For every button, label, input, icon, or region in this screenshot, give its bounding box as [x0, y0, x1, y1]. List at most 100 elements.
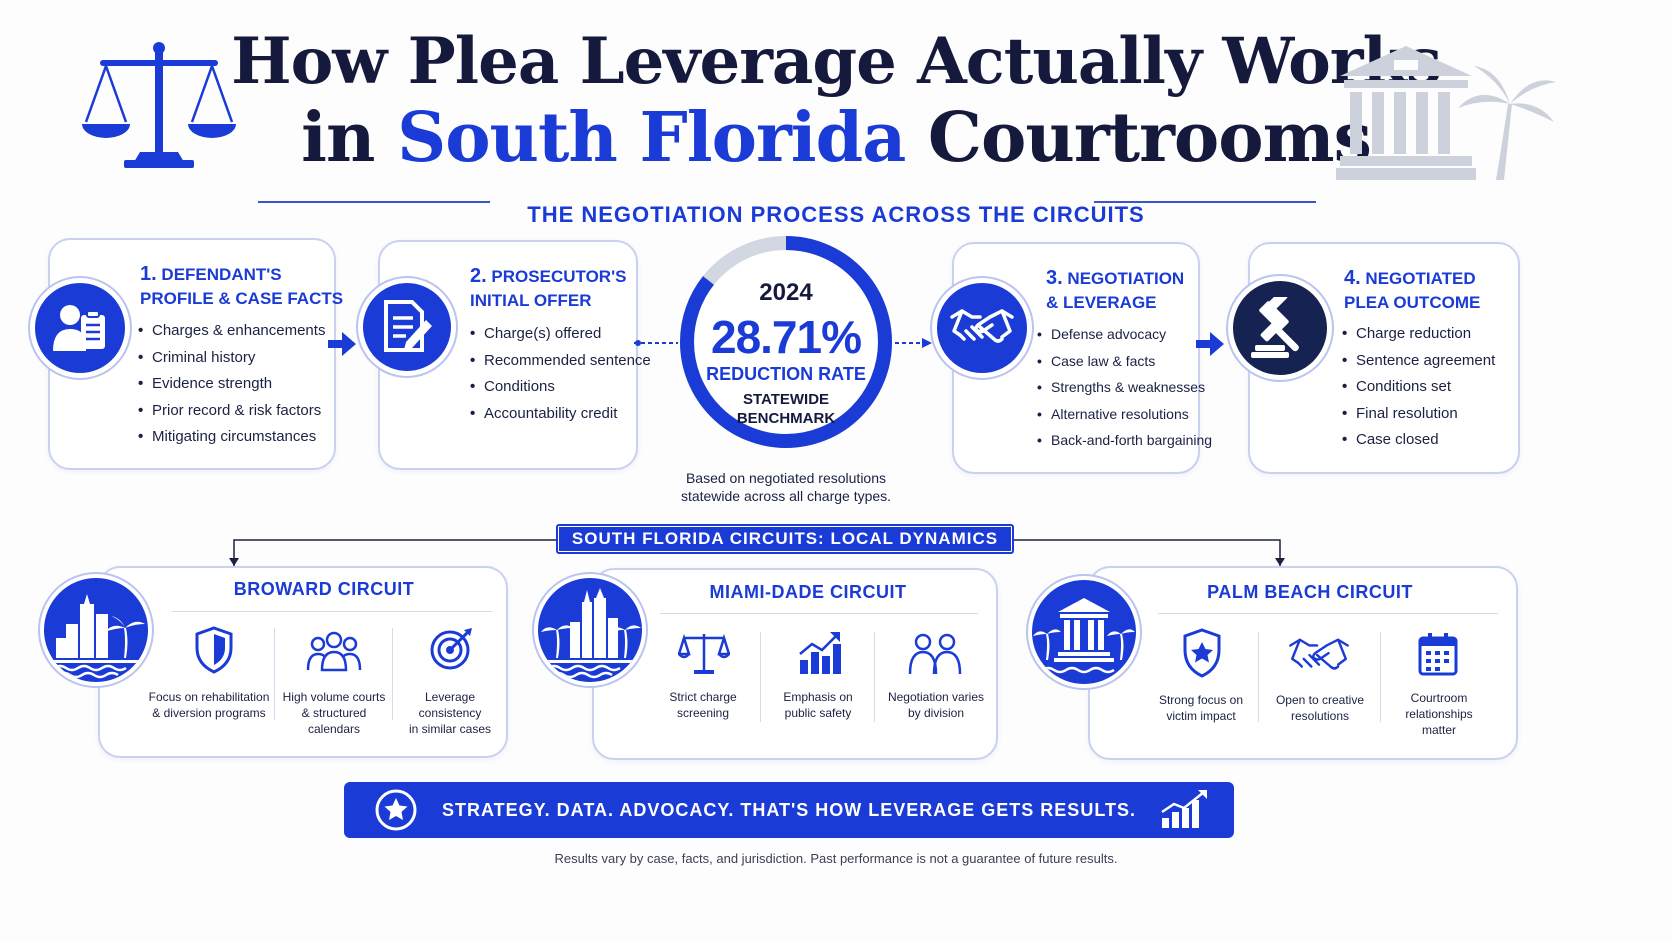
- step-2-title-b: INITIAL OFFER: [470, 291, 592, 310]
- circuit-card-broward: [98, 566, 508, 758]
- feature-text: in similar cases: [408, 722, 492, 736]
- step-4-title-b: PLEA OUTCOME: [1344, 293, 1481, 312]
- feature-text: resolutions: [1290, 709, 1350, 723]
- benchmark-sub: STATEWIDE BENCHMARK: [678, 390, 894, 428]
- dotted-connector-left: [634, 340, 678, 346]
- circuit-title-broward: BROWARD CIRCUIT: [233, 579, 415, 599]
- subtitle-rule-left: [258, 201, 490, 203]
- list-item: Charge(s) offered: [470, 321, 651, 348]
- step-4-list: Charge reduction Sentence agreement Cond…: [1342, 321, 1495, 454]
- feature-text: & diversion programs: [152, 706, 266, 720]
- divider: [1258, 632, 1259, 722]
- defendant-clipboard-icon: [53, 305, 105, 351]
- star-shield-icon: [1183, 628, 1221, 678]
- document-pen-icon: [384, 300, 432, 352]
- miami-skyline-icon: [534, 574, 646, 686]
- feature-text: relationships: [1405, 707, 1473, 721]
- feature-text: Strict charge: [669, 690, 737, 704]
- people-group-icon: [306, 631, 362, 672]
- feature-palm-2: Open to creative resolutions: [1260, 692, 1380, 724]
- divider: [760, 632, 761, 722]
- list-item: Criminal history: [138, 345, 325, 372]
- benchmark-value: 28.71%: [710, 311, 862, 363]
- step-3-list: Defense advocacy Case law & facts Streng…: [1037, 321, 1212, 454]
- list-item: Charge reduction: [1342, 321, 1495, 348]
- circuits-section-label-text: SOUTH FLORIDA CIRCUITS: LOCAL DYNAMICS: [559, 527, 1011, 551]
- benchmark-year: 2024: [759, 279, 813, 306]
- step-2-list: Charge(s) offered Recommended sentence C…: [470, 321, 651, 427]
- scales-icon: [678, 633, 730, 674]
- feature-palm-1: Strong focus on victim impact: [1142, 692, 1260, 724]
- step-3-number: 3.: [1046, 267, 1063, 289]
- arrow-right-icon: [1196, 332, 1224, 356]
- two-people-icon: [908, 633, 962, 675]
- list-item: Conditions: [470, 374, 651, 401]
- scales-of-justice-icon: [82, 42, 236, 168]
- benchmark-note-a: Based on negotiated resolutions: [685, 470, 887, 486]
- page-title-line-2: in South Florida Courtrooms: [0, 100, 1672, 176]
- benchmark-sub-a: STATEWIDE: [742, 391, 830, 408]
- subtitle-rule-right: [1094, 201, 1316, 203]
- list-item: Prior record & risk factors: [138, 398, 325, 425]
- benchmark-sub-b: BENCHMARK: [736, 410, 836, 427]
- calendar-icon: [1418, 633, 1458, 676]
- divider: [874, 632, 875, 722]
- feature-text: Open to creative: [1275, 693, 1365, 707]
- step-4-icon-badge: [1228, 276, 1332, 380]
- title-suffix: Courtrooms: [905, 98, 1372, 178]
- step-2-number: 2.: [470, 265, 487, 287]
- feature-text: public safety: [784, 706, 852, 720]
- list-item: Sentence agreement: [1342, 348, 1495, 375]
- tagline-banner: STRATEGY. DATA. ADVOCACY. THAT'S HOW LEV…: [344, 782, 1234, 838]
- section-subtitle: THE NEGOTIATION PROCESS ACROSS THE CIRCU…: [527, 202, 1145, 227]
- handshake-icon: [1289, 638, 1349, 670]
- step-1-title: 1. DEFENDANT'S PROFILE & CASE FACTS: [140, 262, 343, 311]
- step-2-icon-badge: [358, 278, 456, 376]
- step-1-number: 1.: [140, 263, 157, 285]
- arrow-right-icon: [328, 332, 356, 356]
- list-item: Charges & enhancements: [138, 318, 325, 345]
- circuit-title-palm-beach: PALM BEACH CIRCUIT: [1207, 582, 1413, 602]
- target-icon: [430, 628, 472, 670]
- step-4-title-a: NEGOTIATED: [1365, 269, 1476, 288]
- list-item: Back-and-forth bargaining: [1037, 427, 1212, 454]
- feature-text: Strong focus on: [1158, 693, 1244, 707]
- feature-text: Negotiation varies: [887, 690, 985, 704]
- feature-miami-2: Emphasis on public safety: [762, 689, 874, 721]
- benchmark-note: Based on negotiated resolutions statewid…: [636, 469, 936, 505]
- feature-text: matter: [1421, 723, 1456, 737]
- benchmark-label: REDUCTION RATE: [706, 364, 866, 384]
- feature-text: by division: [907, 706, 965, 720]
- step-1-icon-badge: [30, 278, 130, 378]
- circuit-title-miami-dade: MIAMI-DADE CIRCUIT: [709, 582, 907, 602]
- step-3-title: 3. NEGOTIATION & LEVERAGE: [1046, 266, 1184, 315]
- step-1-title-b: PROFILE & CASE FACTS: [140, 289, 344, 308]
- divider: [392, 628, 393, 720]
- feature-text: High volume courts: [282, 690, 386, 704]
- tagline-text: STRATEGY. DATA. ADVOCACY. THAT'S HOW LEV…: [442, 799, 1136, 820]
- list-item: Evidence strength: [138, 371, 325, 398]
- courthouse-palm-icon: [1336, 46, 1556, 180]
- list-item: Recommended sentence: [470, 348, 651, 375]
- divider: [274, 628, 275, 720]
- title-highlight: South Florida: [397, 98, 906, 178]
- courthouse-icon: [1028, 576, 1140, 688]
- list-item: Alternative resolutions: [1037, 401, 1212, 428]
- step-4-title: 4. NEGOTIATED PLEA OUTCOME: [1344, 266, 1480, 315]
- divider: [660, 613, 978, 614]
- feature-broward-3: Leverage consistency in similar cases: [394, 689, 506, 737]
- bar-chart-icon: [799, 632, 841, 674]
- divider: [1158, 613, 1498, 614]
- page-title-line-1: How Plea Leverage Actually Works: [231, 24, 1442, 99]
- list-item: Conditions set: [1342, 374, 1495, 401]
- handshake-icon: [950, 309, 1014, 343]
- list-item: Final resolution: [1342, 401, 1495, 428]
- feature-miami-1: Strict charge screening: [644, 689, 762, 721]
- dotted-connector-right: [888, 338, 932, 348]
- feature-text: Leverage consistency: [418, 690, 482, 720]
- circuits-section-label: SOUTH FLORIDA CIRCUITS: LOCAL DYNAMICS: [556, 524, 1014, 554]
- feature-text: Emphasis on: [783, 690, 853, 704]
- shield-icon: [195, 626, 233, 674]
- feature-text: Focus on rehabilitation: [148, 690, 270, 704]
- list-item: Mitigating circumstances: [138, 424, 325, 451]
